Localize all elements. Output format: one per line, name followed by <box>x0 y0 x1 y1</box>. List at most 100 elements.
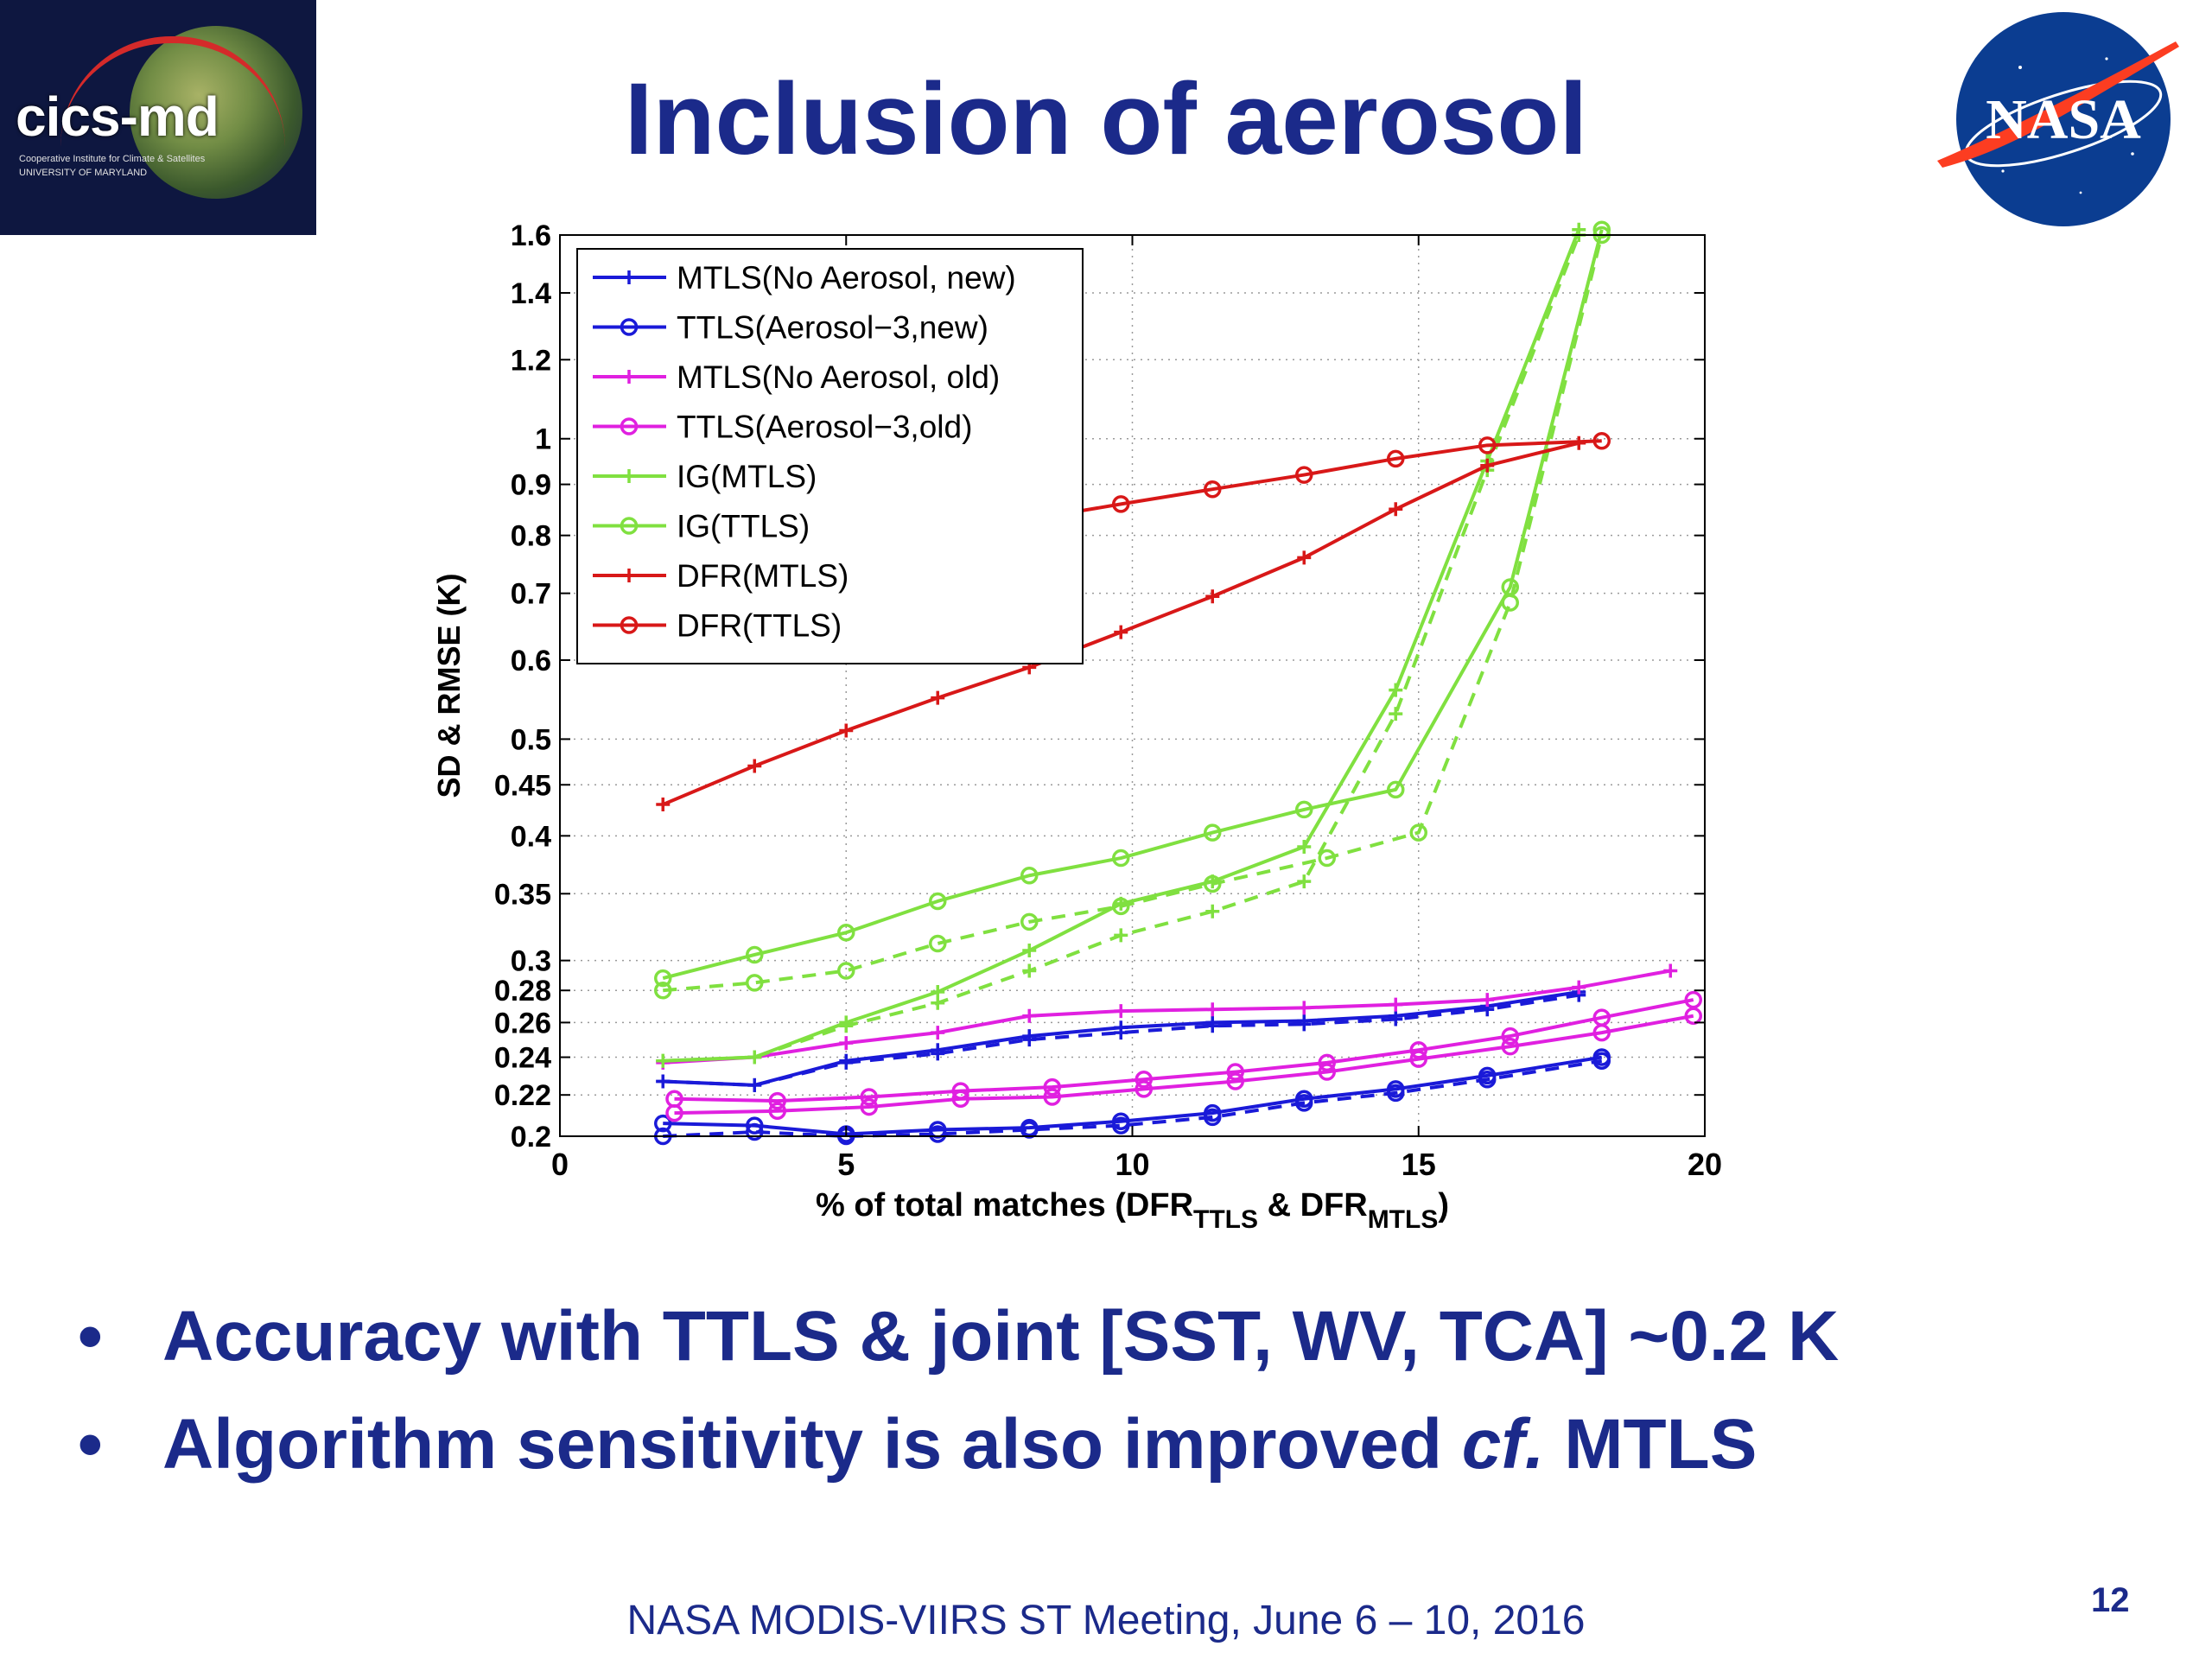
x-axis-label: % of total matches (DFRTTLS & DFRMTLS) <box>816 1187 1449 1234</box>
y-tick-label: 0.35 <box>494 878 551 911</box>
data-point <box>654 1114 672 1133</box>
data-point <box>1389 683 1403 697</box>
data-point <box>860 1097 878 1116</box>
data-point <box>747 759 762 773</box>
data-point <box>1318 1053 1336 1072</box>
data-point <box>654 981 672 1000</box>
data-point <box>929 934 947 953</box>
data-point <box>929 892 947 911</box>
data-point <box>1205 1019 1220 1033</box>
legend-label: IG(TTLS) <box>677 509 810 544</box>
data-point <box>1135 1071 1153 1089</box>
data-point <box>1022 944 1037 958</box>
y-tick-label: 0.4 <box>511 820 551 853</box>
series-line <box>663 1055 1603 1136</box>
data-point <box>1114 1026 1128 1040</box>
data-point <box>839 723 854 738</box>
nasa-logo-swoosh <box>1937 41 2179 168</box>
series-line <box>662 229 1604 981</box>
data-point <box>1204 480 1222 499</box>
data-point <box>1663 963 1678 978</box>
series-line <box>674 1014 1694 1116</box>
series-line <box>663 969 1671 1065</box>
data-point <box>665 1103 683 1122</box>
data-point <box>1592 220 1611 239</box>
y-tick-label: 0.8 <box>511 520 551 553</box>
data-point <box>1389 707 1403 721</box>
data-point <box>654 969 672 988</box>
data-point <box>931 1046 945 1061</box>
nasa-logo-disc <box>1956 12 2171 226</box>
series-line <box>663 1058 1603 1138</box>
y-tick-label: 0.22 <box>494 1079 551 1112</box>
data-point <box>1114 625 1128 639</box>
bullet-item: • Algorithm sensitivity is also improved… <box>78 1404 2152 1512</box>
data-point <box>931 1026 945 1040</box>
x-axis-label-part: % of total matches (DFR <box>816 1187 1193 1224</box>
data-point <box>1318 849 1336 868</box>
data-point <box>1112 897 1130 916</box>
data-point <box>839 1055 854 1070</box>
x-tick-label: 10 <box>1115 1147 1149 1182</box>
y-tick-label: 0.24 <box>494 1042 551 1075</box>
bullet-dot: • <box>78 1297 103 1376</box>
x-tick-label: 15 <box>1402 1147 1436 1182</box>
bullet-text: Accuracy with TTLS & joint [SST, WV, TCA… <box>162 1297 1840 1376</box>
data-point <box>1295 800 1313 819</box>
x-axis-label-part: & DFR <box>1258 1187 1368 1224</box>
data-point <box>839 1036 854 1051</box>
data-point <box>1592 432 1611 450</box>
y-tick-label: 0.28 <box>494 975 551 1007</box>
data-point <box>951 1090 969 1109</box>
x-axis-label-subscript: TTLS <box>1193 1205 1258 1234</box>
data-point <box>839 1019 854 1033</box>
data-point <box>931 995 945 1010</box>
y-tick-label: 1 <box>535 423 551 456</box>
data-point <box>931 690 945 705</box>
bullet-text: Algorithm sensitivity is also improved c… <box>162 1404 1757 1485</box>
x-axis-label-subscript: MTLS <box>1368 1205 1439 1234</box>
data-point <box>1022 1033 1037 1047</box>
data-point <box>1295 466 1313 484</box>
data-point <box>860 1088 878 1106</box>
legend-label: IG(MTLS) <box>677 459 817 494</box>
legend-marker <box>622 469 636 483</box>
x-tick-label: 5 <box>837 1147 855 1182</box>
data-point <box>747 1077 762 1092</box>
data-point <box>837 962 855 980</box>
data-point <box>656 798 671 812</box>
data-point <box>1478 436 1497 454</box>
legend-marker <box>620 616 639 634</box>
data-point <box>1043 1077 1061 1096</box>
data-point <box>1297 874 1312 889</box>
x-axis-label-part: ) <box>1438 1187 1449 1224</box>
data-point <box>1022 963 1037 978</box>
legend-label: DFR(TTLS) <box>677 608 842 644</box>
data-point <box>1501 1027 1519 1046</box>
data-point <box>1318 1063 1336 1081</box>
data-point <box>837 924 855 942</box>
data-point <box>1389 1012 1403 1027</box>
bullet-text-italic: cf. <box>1461 1405 1545 1484</box>
data-point <box>768 1091 786 1110</box>
y-tick-label: 0.7 <box>511 578 551 611</box>
legend-label: TTLS(Aerosol−3,new) <box>677 310 988 346</box>
legend-label: MTLS(No Aerosol, new) <box>677 260 1016 296</box>
logo-word: cics-md <box>16 86 219 148</box>
logo-subtitle: Cooperative Institute for Climate & Sate… <box>19 154 206 164</box>
data-point <box>1205 1002 1220 1017</box>
legend-label: DFR(MTLS) <box>677 558 849 594</box>
slide-title: Inclusion of aerosol <box>624 62 1588 176</box>
data-point <box>747 1050 762 1065</box>
aerosol-chart: 0.2 0.22 0.240.260.280.3 0.35 0.4 0.45 0.5 0.6 0… <box>431 219 1722 1234</box>
data-point <box>1480 458 1495 473</box>
data-point <box>1022 1008 1037 1023</box>
bullet-list: • Accuracy with TTLS & joint [SST, WV, T… <box>78 1296 2152 1512</box>
y-tick-label: 0.2 <box>511 1121 551 1154</box>
data-point <box>1389 997 1403 1012</box>
y-tick-label: 1.6 <box>511 219 551 252</box>
data-point <box>1204 1108 1222 1127</box>
y-tick-label: 0.3 <box>511 945 551 978</box>
series-line <box>674 998 1694 1103</box>
data-point <box>1501 594 1519 612</box>
